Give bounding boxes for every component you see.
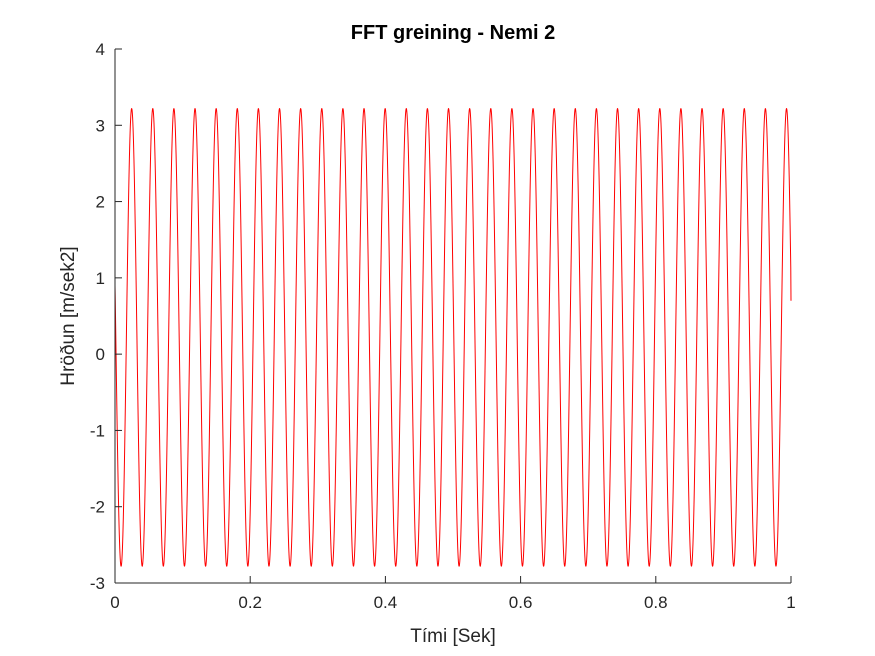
y-tick-label: -1	[90, 421, 105, 440]
x-tick-label: 0.2	[238, 593, 262, 612]
y-tick-label: -3	[90, 574, 105, 593]
x-tick-label: 0.8	[644, 593, 668, 612]
y-tick-label: 1	[96, 269, 105, 288]
y-tick-label: -2	[90, 498, 105, 517]
series-line	[114, 108, 792, 567]
y-ticks: -3 -2 -1 0 1 2 3 4	[90, 40, 122, 593]
x-tick-label: 1	[786, 593, 795, 612]
x-tick-label: 0.4	[374, 593, 398, 612]
x-tick-label: 0.6	[509, 593, 533, 612]
x-axis-label: Tími [Sek]	[410, 626, 496, 647]
y-tick-label: 3	[96, 116, 105, 135]
y-tick-label: 4	[96, 40, 105, 59]
y-axis-label: Hröðun [m/sek2]	[58, 246, 79, 385]
x-tick-label: 0	[110, 593, 119, 612]
data-layer	[114, 108, 792, 567]
chart-title: FFT greining - Nemi 2	[351, 22, 555, 44]
y-tick-label: 0	[96, 345, 105, 364]
x-ticks: 0 0.2 0.4 0.6 0.8 1	[110, 576, 796, 612]
y-tick-label: 2	[96, 193, 105, 212]
